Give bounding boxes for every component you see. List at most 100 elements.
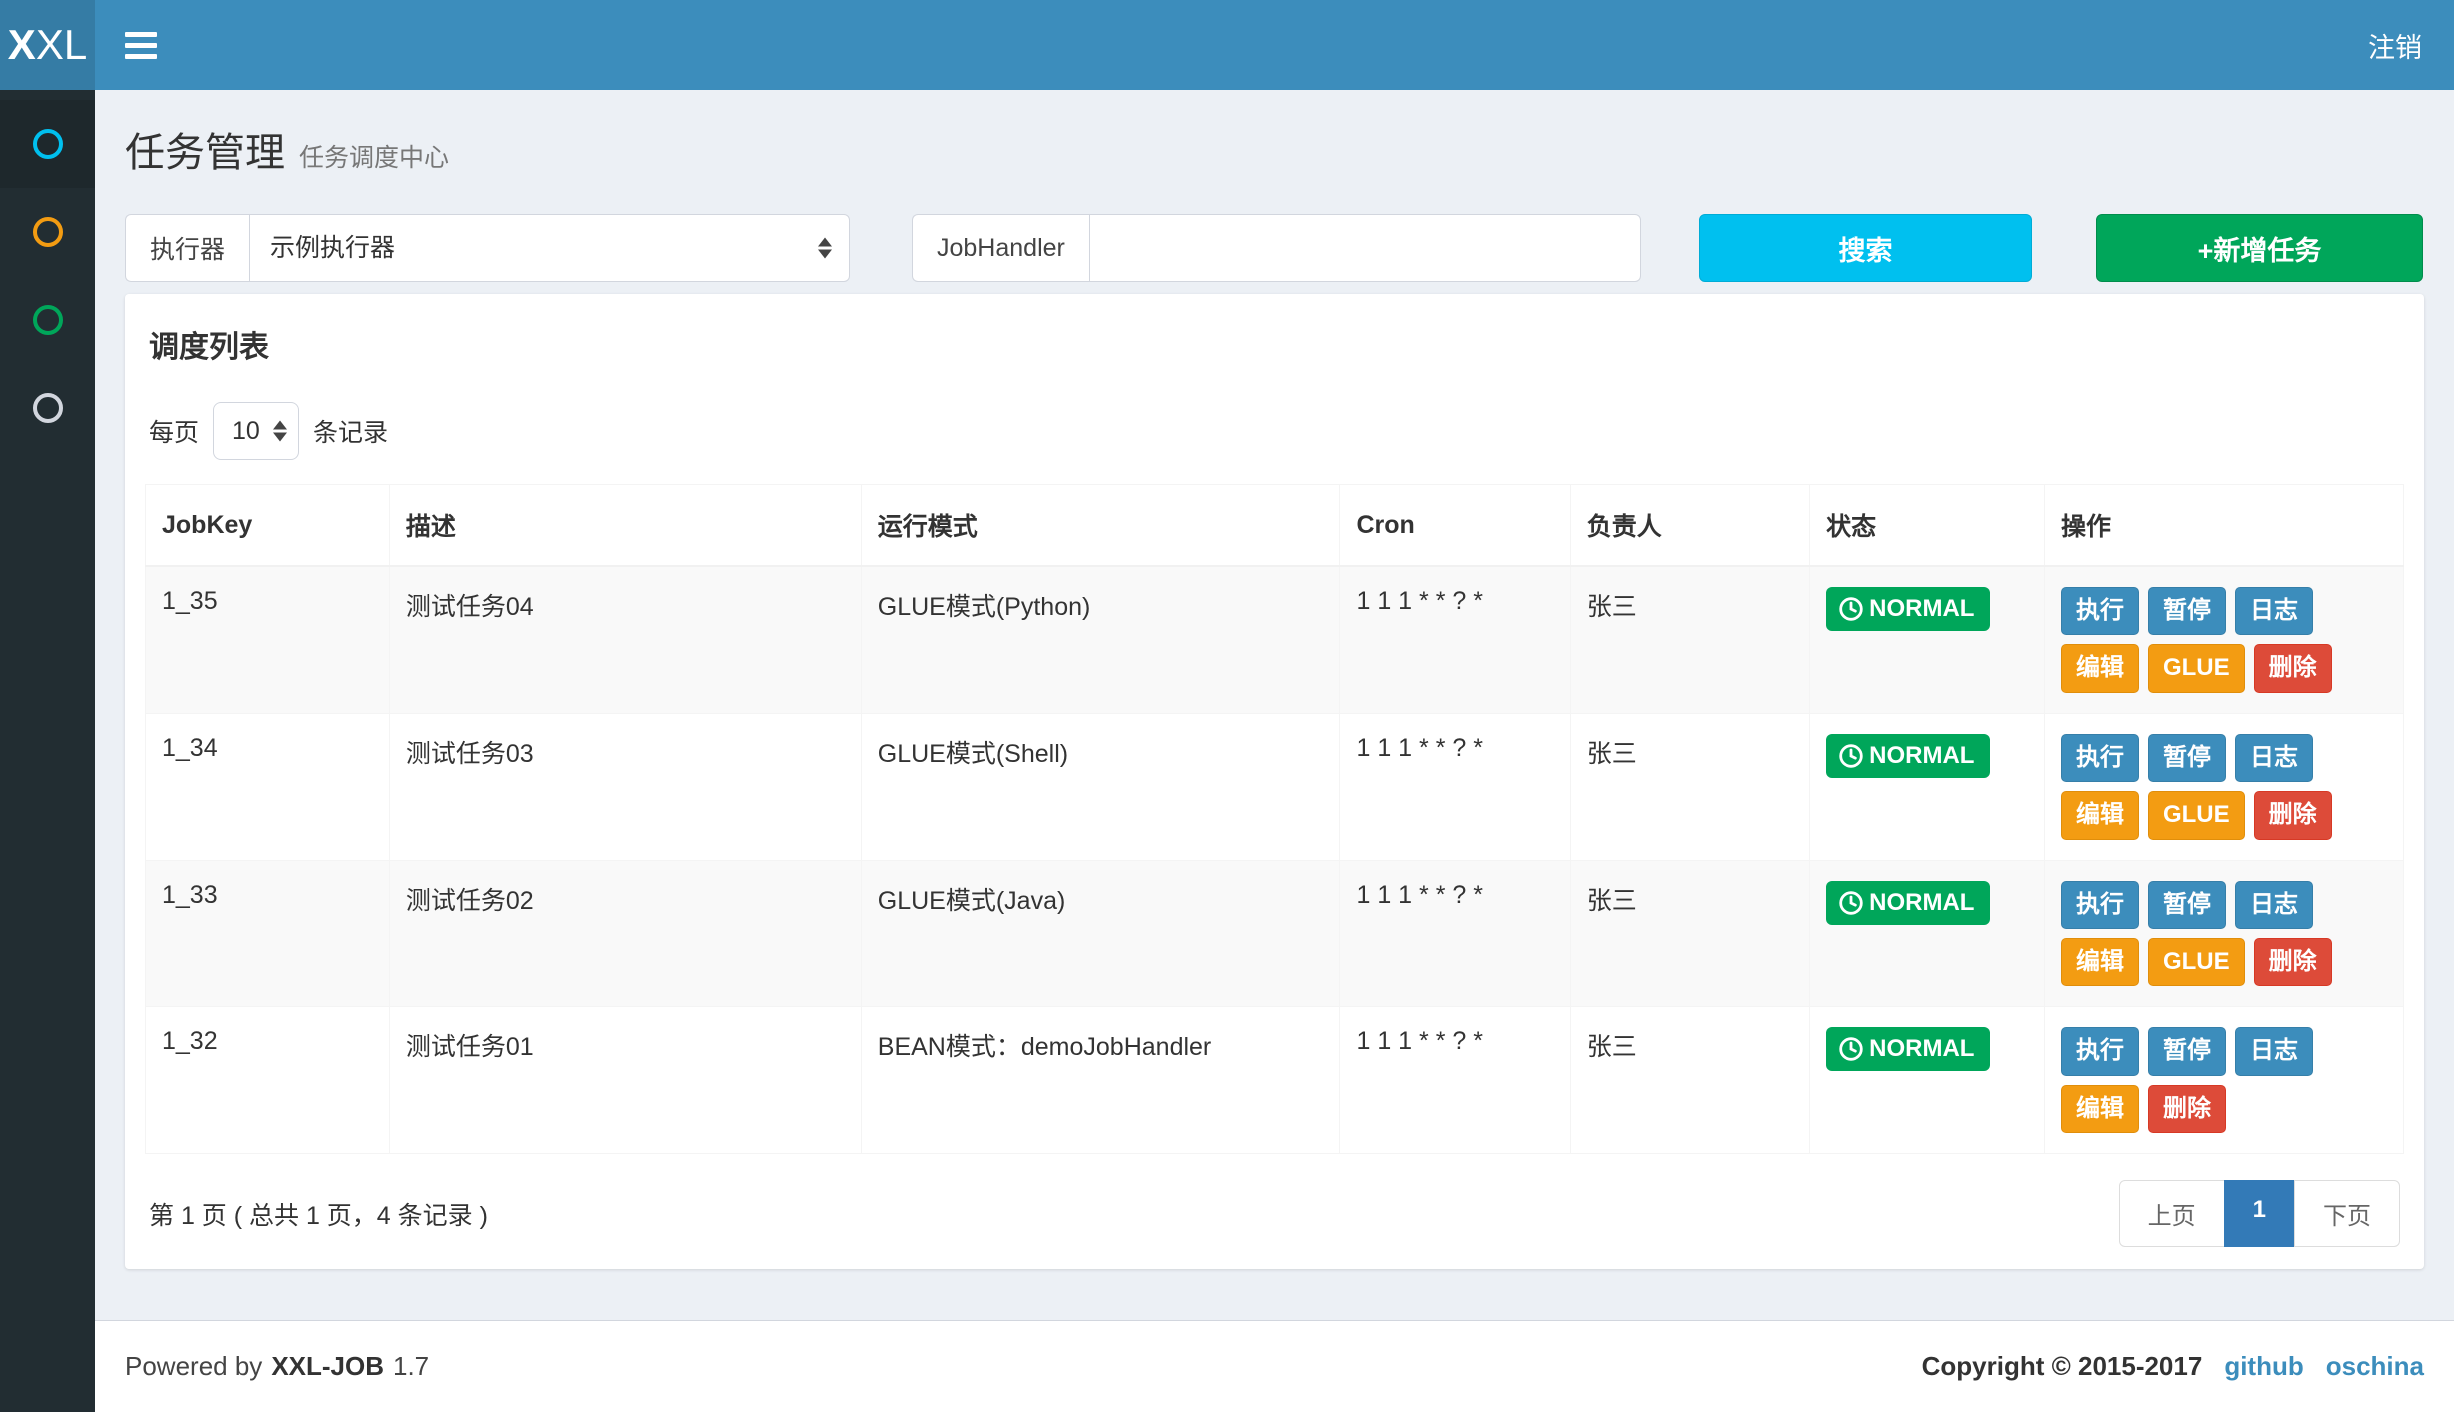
app-logo[interactable]: X XL <box>0 0 95 90</box>
delete-button[interactable]: 删除 <box>2253 937 2332 987</box>
next-page-button[interactable]: 下页 <box>2294 1180 2400 1248</box>
sidebar-item-0[interactable] <box>0 100 95 188</box>
content-area: 任务管理 任务调度中心 执行器 示例执行器 JobHandler <box>95 90 2454 1320</box>
cell-cron: 1 1 1 * * ? * <box>1339 565 1571 714</box>
edit-button[interactable]: 编辑 <box>2060 644 2139 693</box>
glue-button[interactable]: GLUE <box>2147 937 2245 987</box>
circle-icon <box>32 217 63 247</box>
cell-run-mode: GLUE模式(Python) <box>860 565 1341 714</box>
column-header-jobkey: JobKey <box>145 484 390 567</box>
column-header-actions: 操作 <box>2043 484 2405 567</box>
sidebar-toggle-button[interactable] <box>95 0 187 90</box>
pause-button[interactable]: 暂停 <box>2147 587 2226 636</box>
pause-button[interactable]: 暂停 <box>2147 1027 2226 1076</box>
cell-owner: 张三 <box>1569 565 1811 714</box>
sidebar-item-3[interactable] <box>0 364 95 452</box>
cell-jobkey: 1_34 <box>145 712 390 861</box>
jobhandler-label: JobHandler <box>912 214 1089 282</box>
table-header-row: JobKey 描述 运行模式 Cron 负责人 状态 操作 <box>145 484 2405 567</box>
executor-select[interactable]: 示例执行器 <box>249 214 850 282</box>
clock-icon <box>1839 1037 1863 1062</box>
footer-copyright: Copyright © 2015-2017 <box>1921 1351 2203 1381</box>
executor-filter-group: 执行器 示例执行器 <box>125 214 850 282</box>
status-badge: NORMAL <box>1826 880 1991 925</box>
jobs-table: JobKey 描述 运行模式 Cron 负责人 状态 操作 1_35 <box>145 484 2405 1155</box>
pause-button[interactable]: 暂停 <box>2147 733 2226 783</box>
cell-cron: 1 1 1 * * ? * <box>1339 859 1571 1008</box>
add-job-button[interactable]: +新增任务 <box>2096 214 2423 282</box>
delete-button[interactable]: 删除 <box>2253 644 2332 693</box>
prev-page-button[interactable]: 上页 <box>2118 1180 2225 1248</box>
glue-button[interactable]: GLUE <box>2147 791 2245 840</box>
hamburger-icon <box>125 31 157 59</box>
column-header-status: 状态 <box>1809 484 2045 567</box>
log-button[interactable]: 日志 <box>2234 587 2313 636</box>
run-button[interactable]: 执行 <box>2060 587 2139 636</box>
jobhandler-input[interactable] <box>1088 214 1641 282</box>
table-row: 1_35 测试任务04 GLUE模式(Python) 1 1 1 * * ? *… <box>145 565 2405 714</box>
footer-version: 1.7 <box>393 1351 430 1381</box>
jobhandler-filter-group: JobHandler <box>912 214 1641 282</box>
glue-button[interactable]: GLUE <box>2147 644 2245 693</box>
column-header-cron: Cron <box>1339 484 1571 567</box>
left-sidebar <box>0 90 95 1412</box>
current-page-button[interactable]: 1 <box>2223 1180 2295 1248</box>
run-button[interactable]: 执行 <box>2060 1027 2139 1076</box>
footer-brand: XXL-JOB <box>271 1351 384 1381</box>
cell-cron: 1 1 1 * * ? * <box>1339 1006 1571 1155</box>
page-size-prefix: 每页 <box>149 419 200 447</box>
table-row: 1_34 测试任务03 GLUE模式(Shell) 1 1 1 * * ? * … <box>145 712 2405 861</box>
cell-owner: 张三 <box>1569 859 1811 1008</box>
cell-owner: 张三 <box>1569 1006 1811 1155</box>
cell-owner: 张三 <box>1569 712 1811 861</box>
log-button[interactable]: 日志 <box>2234 1027 2313 1076</box>
cell-jobkey: 1_33 <box>145 859 390 1008</box>
cell-run-mode: GLUE模式(Java) <box>860 859 1341 1008</box>
page-footer: Powered by XXL-JOB 1.7 Copyright © 2015-… <box>95 1320 2454 1412</box>
clock-icon <box>1839 597 1863 621</box>
sidebar-item-2[interactable] <box>0 276 95 364</box>
footer-powered-by: Powered by <box>125 1351 263 1381</box>
edit-button[interactable]: 编辑 <box>2060 1084 2139 1134</box>
status-badge: NORMAL <box>1826 587 1991 631</box>
page-size-select[interactable]: 10 <box>213 402 300 460</box>
edit-button[interactable]: 编辑 <box>2060 937 2139 987</box>
logo-rest: XL <box>35 21 88 68</box>
circle-icon <box>32 129 63 159</box>
page-size-suffix: 条记录 <box>313 419 389 447</box>
cell-jobkey: 1_32 <box>145 1006 390 1155</box>
navbar-spacer <box>187 0 2336 90</box>
cell-run-mode: GLUE模式(Shell) <box>860 712 1341 861</box>
page-subtitle: 任务调度中心 <box>299 144 450 172</box>
top-navbar: X XL 注销 <box>0 0 2454 90</box>
status-badge: NORMAL <box>1826 733 1991 778</box>
sidebar-item-1[interactable] <box>0 188 95 276</box>
cell-description: 测试任务01 <box>388 1006 862 1155</box>
column-header-description: 描述 <box>388 484 862 567</box>
clock-icon <box>1839 890 1863 915</box>
log-button[interactable]: 日志 <box>2234 880 2313 929</box>
oschina-link[interactable]: oschina <box>2325 1351 2424 1381</box>
circle-icon <box>32 393 63 423</box>
logout-link[interactable]: 注销 <box>2368 32 2422 63</box>
page-title: 任务管理 任务调度中心 <box>125 131 450 175</box>
edit-button[interactable]: 编辑 <box>2060 791 2139 840</box>
cell-description: 测试任务03 <box>388 712 862 861</box>
status-badge: NORMAL <box>1826 1027 1991 1072</box>
pause-button[interactable]: 暂停 <box>2147 880 2226 929</box>
delete-button[interactable]: 删除 <box>2253 791 2332 840</box>
delete-button[interactable]: 删除 <box>2147 1084 2226 1134</box>
panel-title: 调度列表 <box>149 331 269 364</box>
log-button[interactable]: 日志 <box>2234 733 2313 783</box>
pagination-control: 上页 1 下页 <box>2118 1180 2400 1248</box>
pagination-summary: 第 1 页 ( 总共 1 页，4 条记录 ) <box>149 1201 488 1230</box>
cell-run-mode: BEAN模式：demoJobHandler <box>860 1006 1341 1155</box>
cell-cron: 1 1 1 * * ? * <box>1339 712 1571 861</box>
column-header-owner: 负责人 <box>1569 484 1811 567</box>
search-button[interactable]: 搜索 <box>1699 214 2032 282</box>
table-row: 1_33 测试任务02 GLUE模式(Java) 1 1 1 * * ? * 张… <box>145 859 2405 1008</box>
clock-icon <box>1839 744 1863 768</box>
github-link[interactable]: github <box>2224 1351 2304 1381</box>
run-button[interactable]: 执行 <box>2060 880 2139 929</box>
run-button[interactable]: 执行 <box>2060 733 2139 783</box>
